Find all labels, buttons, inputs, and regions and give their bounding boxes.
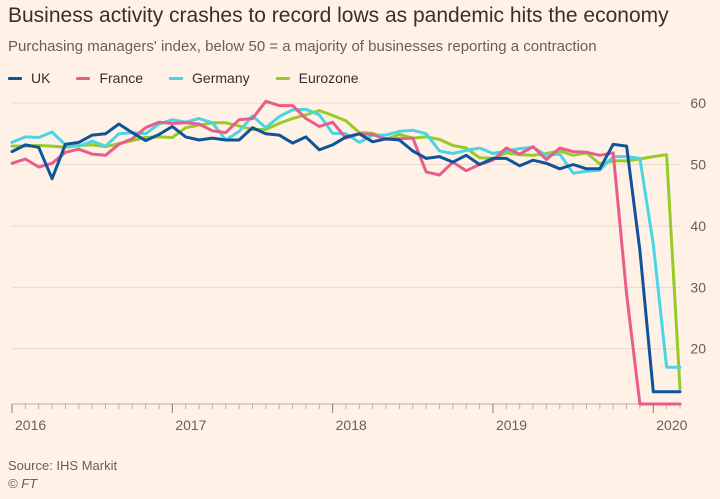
series-line-uk <box>10 122 682 394</box>
legend-swatch-uk <box>8 76 22 80</box>
legend-item-germany: Germany <box>169 70 250 86</box>
y-tick-label-40: 40 <box>690 218 706 234</box>
ft-credit: © FT <box>8 476 38 491</box>
legend-item-france: France <box>76 70 143 86</box>
legend-label-france: France <box>99 70 144 86</box>
chart-subtitle: Purchasing managers' index, below 50 = a… <box>8 38 597 55</box>
legend-item-eurozone: Eurozone <box>275 70 359 86</box>
x-tick-label-2016: 2016 <box>15 417 46 433</box>
chart-title: Business activity crashes to record lows… <box>8 4 669 27</box>
x-tick-label-2017: 2017 <box>175 417 206 433</box>
legend-item-uk: UK <box>8 70 50 86</box>
x-tick-label-2020: 2020 <box>656 417 687 433</box>
legend-label-eurozone: Eurozone <box>298 70 359 86</box>
x-tick-label-2018: 2018 <box>336 417 367 433</box>
legend-swatch-germany <box>169 76 184 80</box>
x-tick-label-2019: 2019 <box>496 417 527 433</box>
y-tick-label-30: 30 <box>690 279 706 295</box>
source-note: Source: IHS Markit <box>8 458 118 473</box>
y-tick-label-20: 20 <box>690 341 706 357</box>
y-tick-label-60: 60 <box>690 95 706 111</box>
y-tick-label-50: 50 <box>690 157 706 173</box>
legend: UK France Germany Eurozone <box>8 70 385 86</box>
legend-swatch-france <box>76 76 91 80</box>
legend-swatch-eurozone <box>275 76 290 80</box>
legend-label-uk: UK <box>31 70 51 86</box>
legend-label-germany: Germany <box>192 70 250 86</box>
